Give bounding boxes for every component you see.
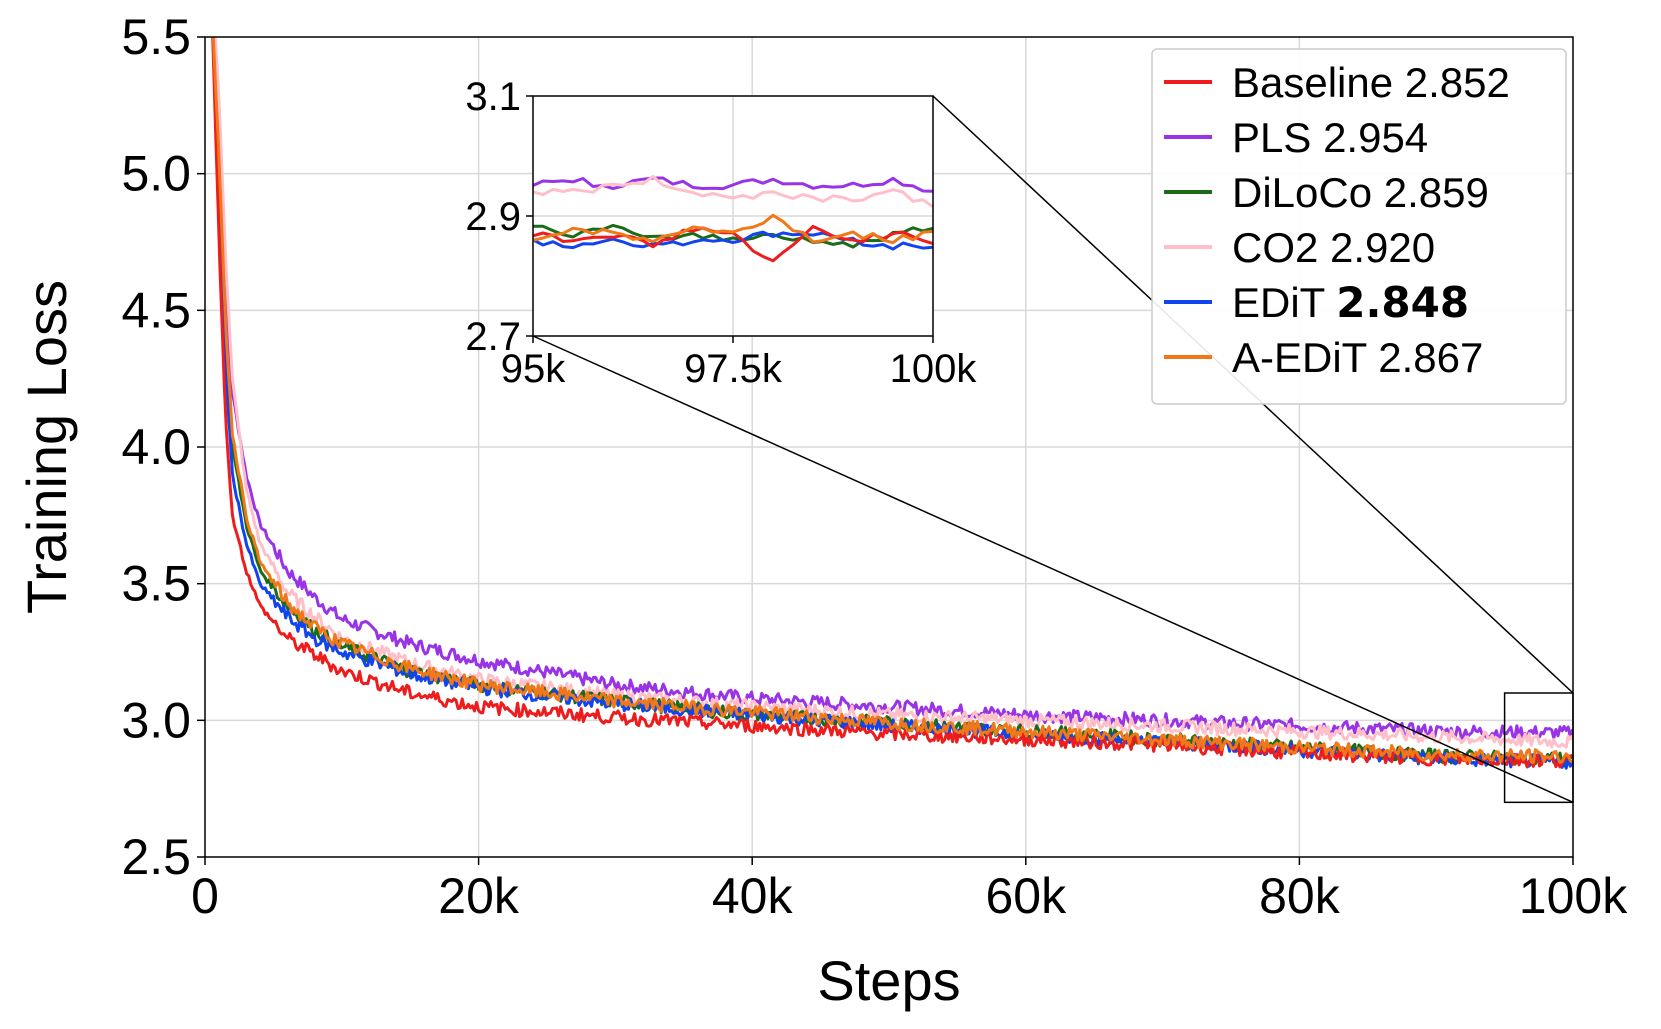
x-tick-label: 80k	[1259, 868, 1341, 924]
inset-x-tick-label: 97.5k	[684, 347, 783, 391]
legend-final-loss: 2.848	[1336, 278, 1469, 327]
inset-series-line-edit	[533, 230, 933, 251]
legend-entry-pls: PLS 2.954	[1232, 114, 1428, 161]
y-tick-label: 3.0	[121, 692, 191, 748]
y-tick-label: 5.0	[121, 146, 191, 202]
x-tick-label: 0	[191, 868, 219, 924]
series-line-a-edit	[211, 37, 1573, 764]
x-tick-label: 100k	[1519, 868, 1628, 924]
inset-y-tick-label: 2.7	[465, 315, 521, 359]
x-tick-label: 60k	[985, 868, 1067, 924]
inset-y-tick-label: 2.9	[465, 195, 521, 239]
inset-chart: 2.7 2.9 3.1 95k 97.5k 100k	[465, 75, 977, 391]
y-tick-label: 4.0	[121, 419, 191, 475]
legend-entry-a-edit: A-EDiT 2.867	[1232, 334, 1483, 381]
legend-series-name: DiLoCo	[1232, 169, 1384, 216]
y-tick-label: 5.5	[121, 9, 191, 65]
legend-series-name: A-EDiT	[1232, 334, 1378, 381]
inset-series-line-a-edit	[533, 213, 933, 245]
legend-entry-diloco: DiLoCo 2.859	[1232, 169, 1489, 216]
legend-final-loss: 2.954	[1323, 114, 1428, 161]
legend-entry-co2: CO2 2.920	[1232, 224, 1435, 271]
legend-entry-edit: EDiT 2.848	[1232, 278, 1469, 327]
inset-frame	[532, 95, 934, 337]
legend-series-name: EDiT	[1232, 279, 1336, 326]
legend-final-loss: 2.867	[1378, 334, 1483, 381]
y-tick-label: 3.5	[121, 556, 191, 612]
inset-x-tick-label: 95k	[501, 347, 566, 391]
x-axis-label: Steps	[817, 949, 960, 1012]
inset-series-line-co2	[533, 174, 933, 209]
legend-entry-baseline: Baseline 2.852	[1232, 59, 1510, 106]
legend-series-name: CO2	[1232, 224, 1330, 271]
x-tick-label: 40k	[712, 868, 794, 924]
legend-final-loss: 2.859	[1384, 169, 1489, 216]
inset-x-tick-label: 100k	[890, 347, 978, 391]
series-lines	[211, 37, 1573, 770]
y-tick-label: 2.5	[121, 829, 191, 885]
x-tick-label: 20k	[438, 868, 520, 924]
legend-final-loss: 2.920	[1330, 224, 1435, 271]
legend-series-name: PLS	[1232, 114, 1323, 161]
inset-y-tick-label: 3.1	[465, 75, 521, 119]
series-line-pls	[212, 37, 1573, 741]
y-tick-label: 4.5	[121, 282, 191, 338]
legend: Baseline 2.852 PLS 2.954 DiLoCo 2.859 CO2 2…	[1151, 48, 1567, 405]
axes: 0 20k 40k 60k 80k 100k 2.5 3.0 3.5 4.0 4.5 5.0 5.5	[121, 9, 1628, 924]
y-axis-label: Training Loss	[15, 280, 78, 614]
legend-box	[1151, 48, 1567, 405]
legend-series-name: Baseline	[1232, 59, 1405, 106]
legend-final-loss: 2.852	[1405, 59, 1510, 106]
zoom-region-box	[1503, 692, 1574, 804]
zoom-connector-bottom	[532, 335, 1574, 804]
